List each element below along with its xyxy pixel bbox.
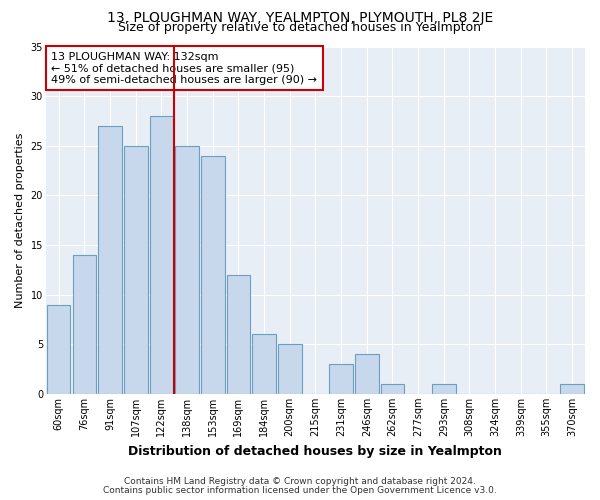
Bar <box>355 354 379 394</box>
Bar <box>227 275 250 394</box>
Bar <box>560 384 584 394</box>
Bar <box>98 126 122 394</box>
Bar <box>47 304 70 394</box>
Bar <box>175 146 199 394</box>
Bar <box>252 334 276 394</box>
Bar <box>278 344 302 394</box>
Bar <box>149 116 173 394</box>
Bar <box>432 384 455 394</box>
Bar <box>329 364 353 394</box>
Bar <box>380 384 404 394</box>
Text: Size of property relative to detached houses in Yealmpton: Size of property relative to detached ho… <box>119 21 482 34</box>
Text: Contains public sector information licensed under the Open Government Licence v3: Contains public sector information licen… <box>103 486 497 495</box>
Text: 13 PLOUGHMAN WAY: 132sqm
← 51% of detached houses are smaller (95)
49% of semi-d: 13 PLOUGHMAN WAY: 132sqm ← 51% of detach… <box>51 52 317 85</box>
Bar <box>124 146 148 394</box>
Text: 13, PLOUGHMAN WAY, YEALMPTON, PLYMOUTH, PL8 2JE: 13, PLOUGHMAN WAY, YEALMPTON, PLYMOUTH, … <box>107 11 493 25</box>
Text: Contains HM Land Registry data © Crown copyright and database right 2024.: Contains HM Land Registry data © Crown c… <box>124 477 476 486</box>
Y-axis label: Number of detached properties: Number of detached properties <box>15 132 25 308</box>
X-axis label: Distribution of detached houses by size in Yealmpton: Distribution of detached houses by size … <box>128 444 502 458</box>
Bar <box>201 156 224 394</box>
Bar <box>73 255 96 394</box>
